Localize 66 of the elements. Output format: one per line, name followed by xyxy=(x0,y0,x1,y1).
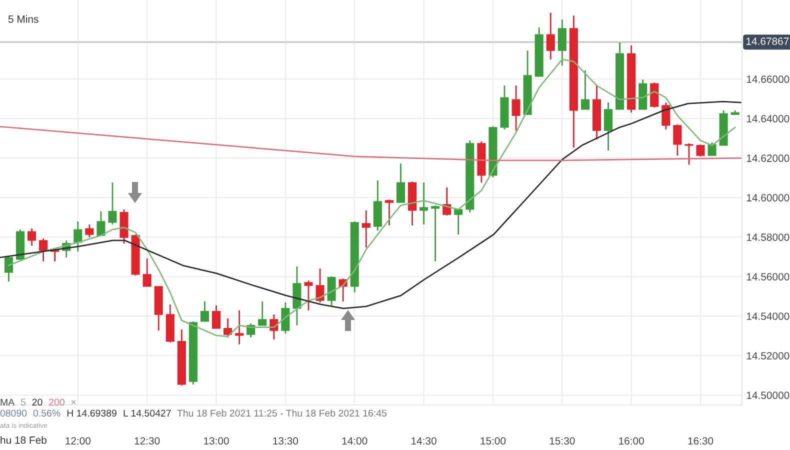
candlestick xyxy=(28,228,36,246)
candlestick xyxy=(304,280,313,312)
x-tick-label: 12:00 xyxy=(66,437,91,445)
x-tick-label: 13:00 xyxy=(204,437,229,445)
candlestick xyxy=(662,102,670,130)
text: 0.56% xyxy=(33,410,60,417)
candlestick xyxy=(200,300,209,322)
candlestick xyxy=(74,220,82,252)
annotation: 5 Mins xyxy=(8,15,38,23)
y-tick-label: 14.62000 xyxy=(746,154,790,162)
candlestick xyxy=(96,210,106,236)
candlestick xyxy=(420,182,428,226)
x-tick-label: 16:30 xyxy=(688,437,714,445)
candlestick xyxy=(673,124,682,156)
candlestick xyxy=(604,102,613,152)
x-tick-label: 16:00 xyxy=(619,437,644,445)
candlestick xyxy=(558,18,566,66)
candlestick xyxy=(142,258,152,288)
x-tick-label: 14:00 xyxy=(342,437,368,445)
y-tick-label: 14.54000 xyxy=(746,312,790,320)
text: hu 18 Feb xyxy=(0,436,46,444)
y-tick-label: 14.58000 xyxy=(746,234,790,241)
x-tick-label: 15:30 xyxy=(550,437,575,445)
candlestick xyxy=(224,318,232,338)
x-tick-label: 13:30 xyxy=(273,437,298,445)
candlestick xyxy=(235,310,244,346)
candlestick xyxy=(212,304,221,330)
candlestick xyxy=(281,302,290,334)
candlestick xyxy=(327,276,336,306)
candlestick xyxy=(696,144,705,158)
candlestick xyxy=(384,198,394,226)
x-tick-label: 15:00 xyxy=(480,437,506,445)
candlestick xyxy=(684,142,694,166)
candlestick xyxy=(431,204,440,262)
x-tick-label: 14:30 xyxy=(412,437,436,445)
candlestick xyxy=(85,224,94,238)
text: 20 xyxy=(32,398,42,406)
candlestick xyxy=(546,12,555,60)
candlestick xyxy=(512,84,520,132)
text: 200 xyxy=(49,398,64,406)
candlestick xyxy=(650,82,659,108)
candlestick xyxy=(108,182,117,226)
ref-line-label: 14.67867 xyxy=(746,38,789,45)
text: Thu 18 Feb 2021 11:25 - Thu 18 Feb 2021 16:45 xyxy=(177,409,387,417)
line-series xyxy=(0,126,742,162)
x-tick-label: 12:30 xyxy=(134,437,160,445)
y-tick-label: 14.50000 xyxy=(746,392,790,399)
candlestick xyxy=(316,268,324,304)
candlestick xyxy=(580,70,590,110)
text: L 14.50427 xyxy=(124,410,171,417)
y-tick-label: 14.64000 xyxy=(746,115,790,122)
y-tick-label: 14.60000 xyxy=(746,194,790,202)
candlestick xyxy=(258,300,267,326)
y-tick-label: 14.52000 xyxy=(746,352,790,360)
text: H 14.69389 xyxy=(67,410,116,417)
annotation: MA xyxy=(0,398,15,406)
annotation: × xyxy=(71,400,76,404)
text: 5 xyxy=(20,398,26,406)
line-series xyxy=(0,100,742,310)
text: 08090 xyxy=(0,410,27,417)
candlestick xyxy=(39,238,48,262)
candlestick xyxy=(396,162,405,204)
candlestick xyxy=(708,142,716,156)
y-tick-label: 14.56000 xyxy=(746,273,790,280)
y-tick-label: 14.66000 xyxy=(746,76,790,83)
candlestick xyxy=(362,210,370,248)
